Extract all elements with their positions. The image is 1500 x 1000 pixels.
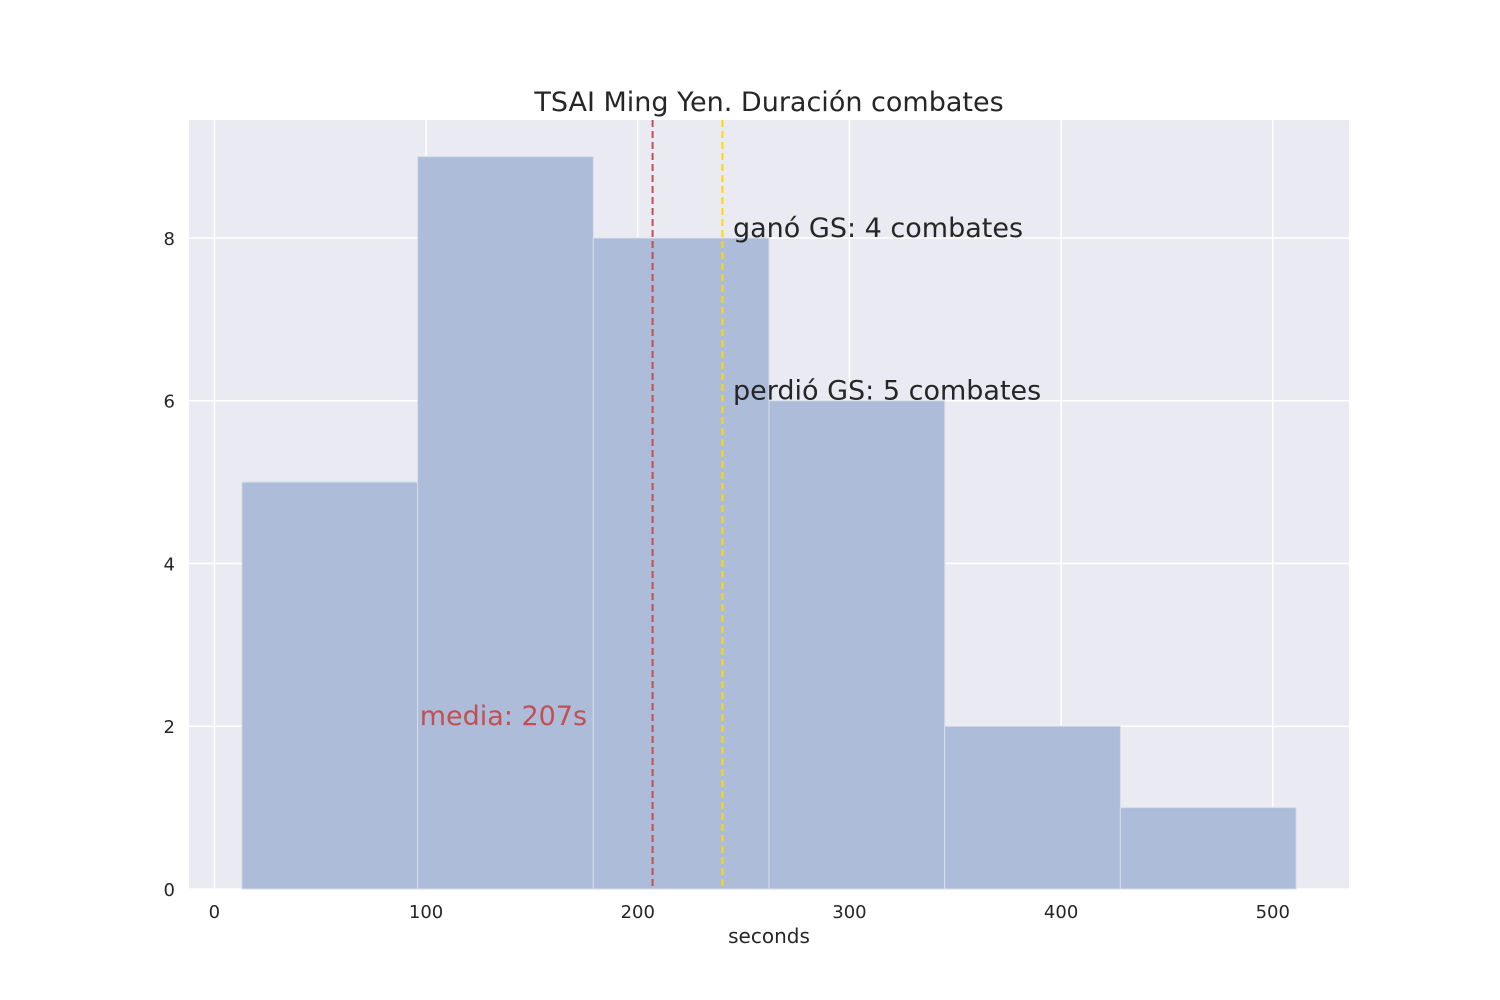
x-tick-label: 100 bbox=[409, 902, 443, 923]
histogram-bar bbox=[768, 400, 946, 890]
y-tick-label: 2 bbox=[164, 717, 175, 738]
histogram-bar bbox=[417, 156, 594, 890]
annotation-label: ganó GS: 4 combates bbox=[733, 213, 1023, 244]
y-tick-label: 8 bbox=[164, 229, 175, 250]
x-tick-label: 200 bbox=[621, 902, 655, 923]
x-tick-label: 300 bbox=[832, 902, 866, 923]
y-tick-label: 4 bbox=[164, 554, 175, 575]
histogram-bars bbox=[241, 156, 1297, 890]
annotation-label: media: 207s bbox=[420, 701, 587, 732]
histogram-bar bbox=[592, 237, 770, 890]
histogram-bar bbox=[944, 725, 1121, 890]
x-tick-label: 0 bbox=[209, 902, 220, 923]
annotation-label: perdió GS: 5 combates bbox=[733, 376, 1041, 407]
x-tick-label: 400 bbox=[1044, 902, 1078, 923]
y-tick-label: 0 bbox=[164, 880, 175, 901]
histogram-bar bbox=[241, 481, 419, 890]
tick-labels: 0 100 200 300 400 500 0 2 4 6 8 bbox=[164, 229, 1290, 923]
x-axis-label: seconds bbox=[728, 924, 810, 948]
y-tick-label: 6 bbox=[164, 392, 175, 413]
x-tick-label: 500 bbox=[1256, 902, 1290, 923]
chart-title: TSAI Ming Yen. Duración combates bbox=[533, 87, 1003, 118]
histogram-bar bbox=[1119, 807, 1297, 890]
reference-lines bbox=[651, 120, 724, 889]
annotations: ganó GS: 4 combates perdió GS: 5 combates… bbox=[420, 213, 1042, 732]
